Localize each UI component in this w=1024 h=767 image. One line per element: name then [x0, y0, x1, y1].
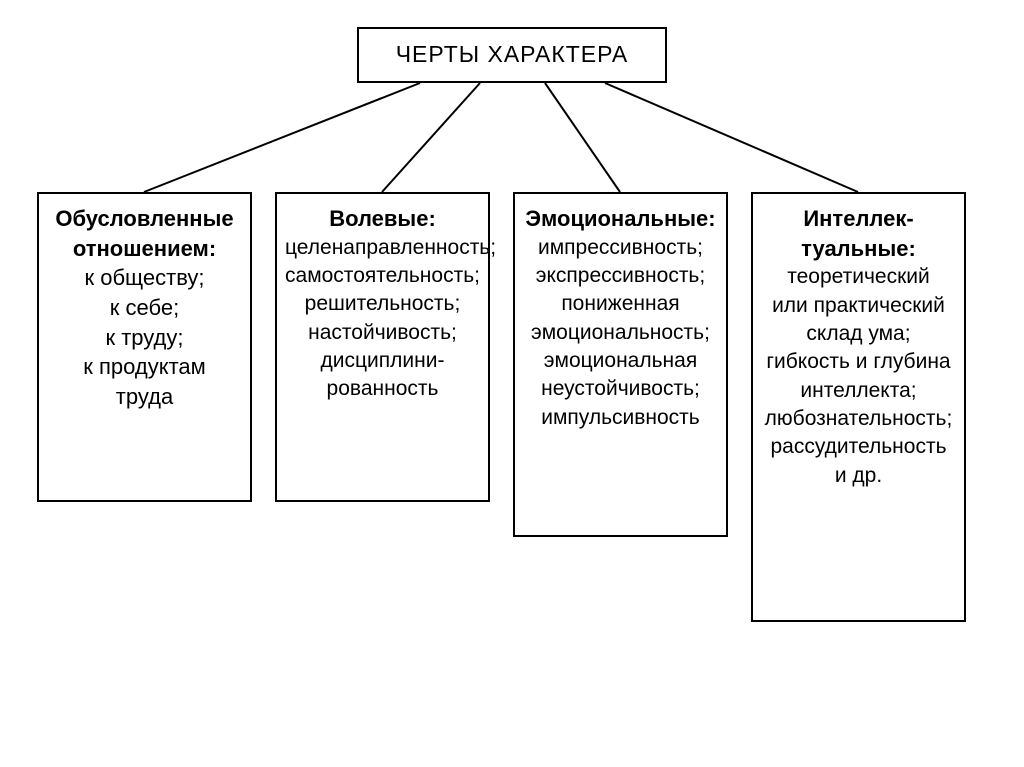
child-item: или практический — [761, 292, 956, 320]
child-node-2: Эмоциональные:импрессивность;экспрессивн… — [513, 192, 728, 537]
child-item: неустойчивость; — [523, 375, 718, 403]
edge-0 — [144, 83, 420, 192]
child-item: к себе; — [47, 293, 242, 323]
child-item: самостоятельность; — [285, 262, 480, 290]
child-item: к обществу; — [47, 263, 242, 293]
child-item: гибкость и глубина — [761, 348, 956, 376]
root-label: ЧЕРТЫ ХАРАКТЕРА — [396, 39, 629, 70]
child-item: импрессивность; — [523, 234, 718, 262]
child-item: к труду; — [47, 323, 242, 353]
edge-3 — [605, 83, 858, 192]
edge-1 — [382, 83, 480, 192]
diagram-canvas: ЧЕРТЫ ХАРАКТЕРА Обусловленныеотношением:… — [0, 0, 1024, 767]
child-item: рованность — [285, 375, 480, 403]
child-item: эмоциональность; — [523, 319, 718, 347]
child-title: Обусловленные — [47, 204, 242, 234]
edge-2 — [545, 83, 620, 192]
child-item: дисциплини- — [285, 347, 480, 375]
child-title: Волевые: — [285, 204, 480, 234]
child-item: склад ума; — [761, 320, 956, 348]
child-item: и др. — [761, 462, 956, 490]
child-title: отношением: — [47, 234, 242, 264]
root-node: ЧЕРТЫ ХАРАКТЕРА — [357, 27, 667, 83]
child-item: труда — [47, 382, 242, 412]
child-item: рассудительность — [761, 433, 956, 461]
child-item: пониженная — [523, 290, 718, 318]
child-title: туальные: — [761, 234, 956, 264]
child-item: к продуктам — [47, 352, 242, 382]
child-item: импульсивность — [523, 404, 718, 432]
child-item: экспрессивность; — [523, 262, 718, 290]
child-item: интеллекта; — [761, 377, 956, 405]
child-node-3: Интеллек-туальные:теоретическийили практ… — [751, 192, 966, 622]
child-item: решительность; — [285, 290, 480, 318]
child-node-0: Обусловленныеотношением:к обществу;к себ… — [37, 192, 252, 502]
child-item: эмоциональная — [523, 347, 718, 375]
child-title: Эмоциональные: — [523, 204, 718, 234]
child-node-1: Волевые:целенаправленность;самостоятельн… — [275, 192, 490, 502]
child-item: любознательность; — [761, 405, 956, 433]
child-item: целенаправленность; — [285, 234, 480, 262]
child-item: настойчивость; — [285, 319, 480, 347]
child-item: теоретический — [761, 263, 956, 291]
child-title: Интеллек- — [761, 204, 956, 234]
